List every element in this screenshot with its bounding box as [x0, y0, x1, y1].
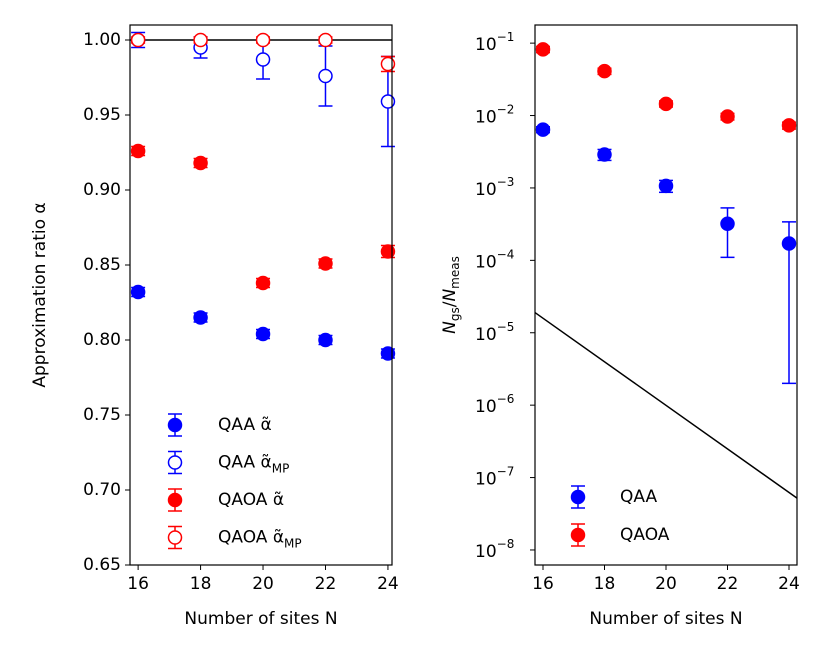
x-tick-label: 22 — [717, 574, 739, 594]
y-tick-exponent: −7 — [497, 464, 515, 478]
x-axis-label: Number of sites N — [589, 609, 742, 629]
legend-subscript: MP — [284, 536, 302, 550]
x-tick-label: 16 — [127, 574, 149, 594]
data-point — [255, 52, 271, 67]
x-tick-label: 22 — [315, 574, 337, 594]
y-axis-label: Ngs/Nmeas — [440, 256, 462, 334]
data-point — [658, 96, 674, 112]
legend-marker — [167, 530, 183, 545]
y-axis-label: Approximation ratio α — [30, 202, 50, 387]
data-point — [130, 143, 146, 159]
y-axis-label-part: meas — [448, 256, 462, 289]
data-point — [380, 346, 396, 361]
legend-label: QAOA α̃MP — [218, 528, 302, 551]
y-tick-label: 10−2 — [475, 102, 514, 128]
y-tick-exponent: −1 — [497, 30, 515, 44]
x-tick-label: 24 — [778, 574, 800, 594]
y-tick-label: 10−7 — [475, 464, 514, 490]
x-tick-label: 18 — [190, 574, 212, 594]
panel: 16 18 20 22 24 10−8 10−7 10−6 10−5 10−4 10−3 10−2 10… — [440, 24, 800, 629]
data-point — [781, 118, 797, 133]
legend-marker — [167, 492, 183, 508]
y-tick-label: 0.65 — [83, 555, 121, 575]
y-tick-exponent: −8 — [497, 536, 515, 550]
panel: 16 18 20 22 24 0.65 0.70 0.75 0.80 0.85 0.90 0.95 1.… — [30, 24, 399, 629]
data-point — [781, 236, 797, 251]
data-point — [130, 284, 146, 300]
y-tick-label: 10−5 — [475, 319, 514, 345]
x-tick-label: 20 — [655, 574, 677, 594]
reference-line — [534, 311, 798, 499]
y-tick-label: 10−6 — [475, 392, 514, 418]
y-tick-label: 10−8 — [475, 536, 514, 562]
x-tick-label: 20 — [252, 574, 274, 594]
data-point — [535, 42, 551, 57]
axes-frame — [534, 24, 798, 566]
legend-label: QAOA — [620, 525, 670, 545]
data-point — [255, 275, 271, 291]
y-tick-label: 10−3 — [475, 174, 514, 200]
data-point — [720, 109, 735, 124]
data-point — [597, 147, 612, 162]
legend-label: QAA — [620, 487, 657, 507]
y-tick-exponent: −3 — [497, 174, 515, 188]
y-axis-label-part: / — [440, 301, 460, 307]
legend-entry: QAOA α̃ — [167, 488, 284, 512]
error-bar — [720, 207, 735, 259]
legend-marker — [570, 527, 586, 543]
data-point — [720, 216, 735, 232]
legend-entry: QAA — [570, 485, 657, 509]
data-point — [193, 155, 208, 171]
data-point — [255, 32, 271, 48]
data-point — [255, 326, 271, 342]
y-axis-label-part: gs — [448, 307, 462, 321]
x-tick-label: 18 — [594, 574, 616, 594]
legend-marker — [167, 417, 183, 433]
legend-label: QAA α̃MP — [218, 453, 289, 476]
y-tick-label: 10−4 — [475, 247, 514, 273]
y-tick-label: 0.85 — [83, 255, 121, 275]
legend-label: QAA α̃ — [218, 415, 272, 435]
data-point — [318, 32, 333, 48]
y-axis-label-part: N — [440, 321, 460, 334]
x-tick-label: 24 — [377, 574, 399, 594]
legend-subscript: MP — [272, 461, 290, 475]
legend-marker — [570, 489, 586, 505]
data-point — [658, 178, 674, 194]
data-point — [318, 332, 333, 348]
x-axis-label: Number of sites N — [184, 609, 337, 629]
data-point — [130, 32, 146, 48]
y-axis-label-part: N — [440, 289, 460, 302]
legend-entry: QAA α̃ — [167, 413, 272, 437]
y-tick-label: 1.00 — [83, 30, 121, 50]
data-point — [193, 310, 208, 325]
data-point — [318, 256, 333, 271]
axes-frame — [129, 24, 393, 566]
y-tick-label: 0.75 — [83, 405, 121, 425]
y-tick-exponent: −2 — [497, 102, 515, 116]
legend-entry: QAA α̃MP — [167, 450, 289, 476]
data-point — [597, 63, 612, 79]
y-tick-label: 0.80 — [83, 330, 121, 350]
legend-entry: QAOA — [570, 523, 670, 547]
legend-marker — [167, 455, 183, 470]
y-tick-label: 10−1 — [475, 30, 514, 56]
y-tick-label: 0.70 — [83, 480, 121, 500]
y-tick-exponent: −6 — [497, 392, 515, 406]
data-point — [318, 68, 333, 84]
data-point — [535, 122, 551, 137]
x-tick-label: 16 — [532, 574, 554, 594]
legend-entry: QAOA α̃MP — [167, 525, 302, 551]
y-tick-exponent: −4 — [497, 247, 515, 261]
data-point — [193, 32, 208, 48]
data-point — [380, 244, 396, 259]
data-point — [380, 56, 396, 72]
y-tick-label: 0.95 — [83, 105, 121, 125]
legend-label: QAOA α̃ — [218, 490, 284, 510]
data-point — [380, 94, 396, 109]
y-tick-label: 0.90 — [83, 180, 121, 200]
y-tick-exponent: −5 — [497, 319, 515, 333]
